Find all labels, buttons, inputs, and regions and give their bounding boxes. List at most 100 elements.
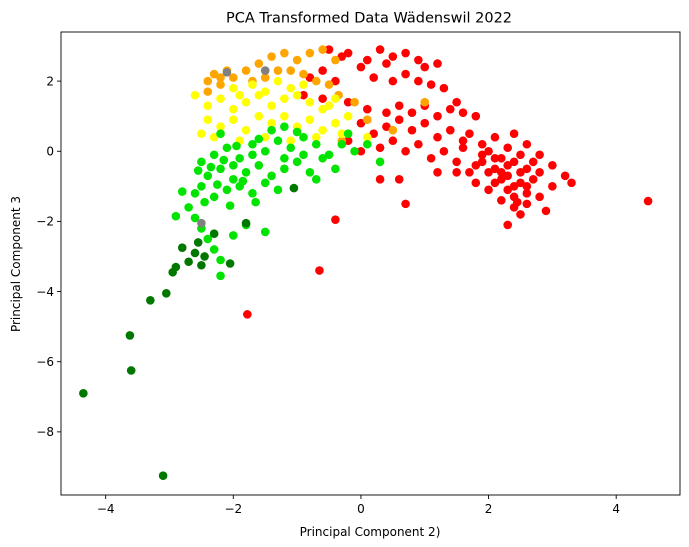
data-point [318, 94, 327, 103]
data-point [388, 76, 398, 86]
data-point [516, 168, 525, 177]
data-point [216, 94, 225, 103]
data-point [273, 136, 283, 146]
plot-frame [60, 31, 681, 496]
data-point [260, 146, 270, 156]
data-point [203, 171, 213, 181]
data-point [535, 150, 544, 160]
data-point [305, 115, 315, 124]
data-point [503, 220, 512, 230]
data-point [433, 111, 442, 121]
data-point [522, 199, 532, 209]
data-point [331, 215, 340, 224]
data-point [267, 125, 276, 135]
data-point [388, 52, 398, 61]
data-point [522, 139, 532, 149]
x-tick-label: 2 [485, 502, 493, 516]
data-point [273, 185, 283, 195]
data-point [286, 143, 296, 153]
y-tick-label: −6 [36, 355, 54, 369]
data-point [497, 153, 506, 163]
data-point [209, 69, 219, 79]
data-point [209, 132, 219, 142]
data-point [490, 132, 500, 142]
data-point [225, 201, 235, 210]
data-point [235, 90, 244, 100]
y-tick-label: −4 [36, 285, 54, 299]
data-point [356, 146, 366, 156]
data-point [280, 94, 289, 103]
data-point [337, 129, 347, 139]
data-point [299, 90, 308, 100]
data-point [471, 178, 481, 188]
data-point [311, 76, 321, 86]
data-point [260, 227, 270, 237]
y-tick-label: 0 [46, 144, 54, 158]
data-point [388, 125, 398, 135]
data-point [433, 59, 442, 68]
data-point [343, 129, 353, 139]
data-point [445, 125, 455, 135]
data-point [331, 55, 340, 65]
data-point [311, 139, 321, 149]
data-point [222, 143, 232, 153]
data-point [363, 139, 372, 149]
data-point [203, 234, 213, 244]
data-point [299, 132, 308, 142]
data-point [292, 90, 302, 100]
data-point [318, 153, 327, 163]
data-point [363, 55, 372, 65]
data-point [171, 262, 181, 272]
data-point [146, 296, 155, 305]
data-point [79, 388, 88, 398]
data-point [225, 259, 235, 268]
data-point [535, 192, 544, 202]
data-point [452, 157, 461, 167]
data-point [331, 164, 340, 174]
data-point [209, 229, 219, 238]
data-point [280, 48, 289, 58]
data-point [516, 210, 525, 219]
data-point [420, 97, 430, 107]
data-point [512, 197, 522, 207]
data-point [243, 310, 252, 319]
data-point [286, 136, 296, 146]
data-point [388, 136, 398, 146]
data-point [420, 118, 430, 128]
data-point [216, 255, 225, 265]
data-point [503, 143, 512, 153]
data-point [560, 171, 570, 181]
data-point [216, 73, 225, 82]
data-point [503, 185, 512, 195]
data-point [241, 168, 251, 177]
data-point [522, 189, 532, 198]
data-point [356, 62, 366, 72]
data-point [267, 171, 276, 181]
y-axis-ticks: −8 −6 −4 −2 0 2 [36, 74, 61, 439]
data-point [363, 115, 372, 124]
data-point [318, 66, 327, 75]
data-point [343, 136, 353, 146]
data-point [184, 203, 193, 212]
data-point [267, 101, 276, 110]
data-point [331, 118, 340, 128]
data-point [439, 83, 449, 93]
data-point [548, 182, 557, 191]
data-point [350, 97, 359, 107]
data-point [260, 178, 270, 188]
data-point [222, 185, 232, 195]
data-point [414, 76, 423, 86]
data-point [465, 168, 474, 177]
x-axis-ticks: −4 −2 0 2 4 [97, 495, 620, 516]
data-point [452, 97, 461, 107]
data-point [382, 122, 391, 131]
data-point [465, 129, 474, 139]
data-point [229, 175, 238, 184]
data-point [299, 150, 308, 160]
data-point [171, 211, 181, 221]
data-point [254, 111, 264, 121]
chart-title: PCA Transformed Data Wädenswil 2022 [226, 11, 512, 27]
data-point [260, 66, 270, 75]
data-point [260, 73, 270, 82]
